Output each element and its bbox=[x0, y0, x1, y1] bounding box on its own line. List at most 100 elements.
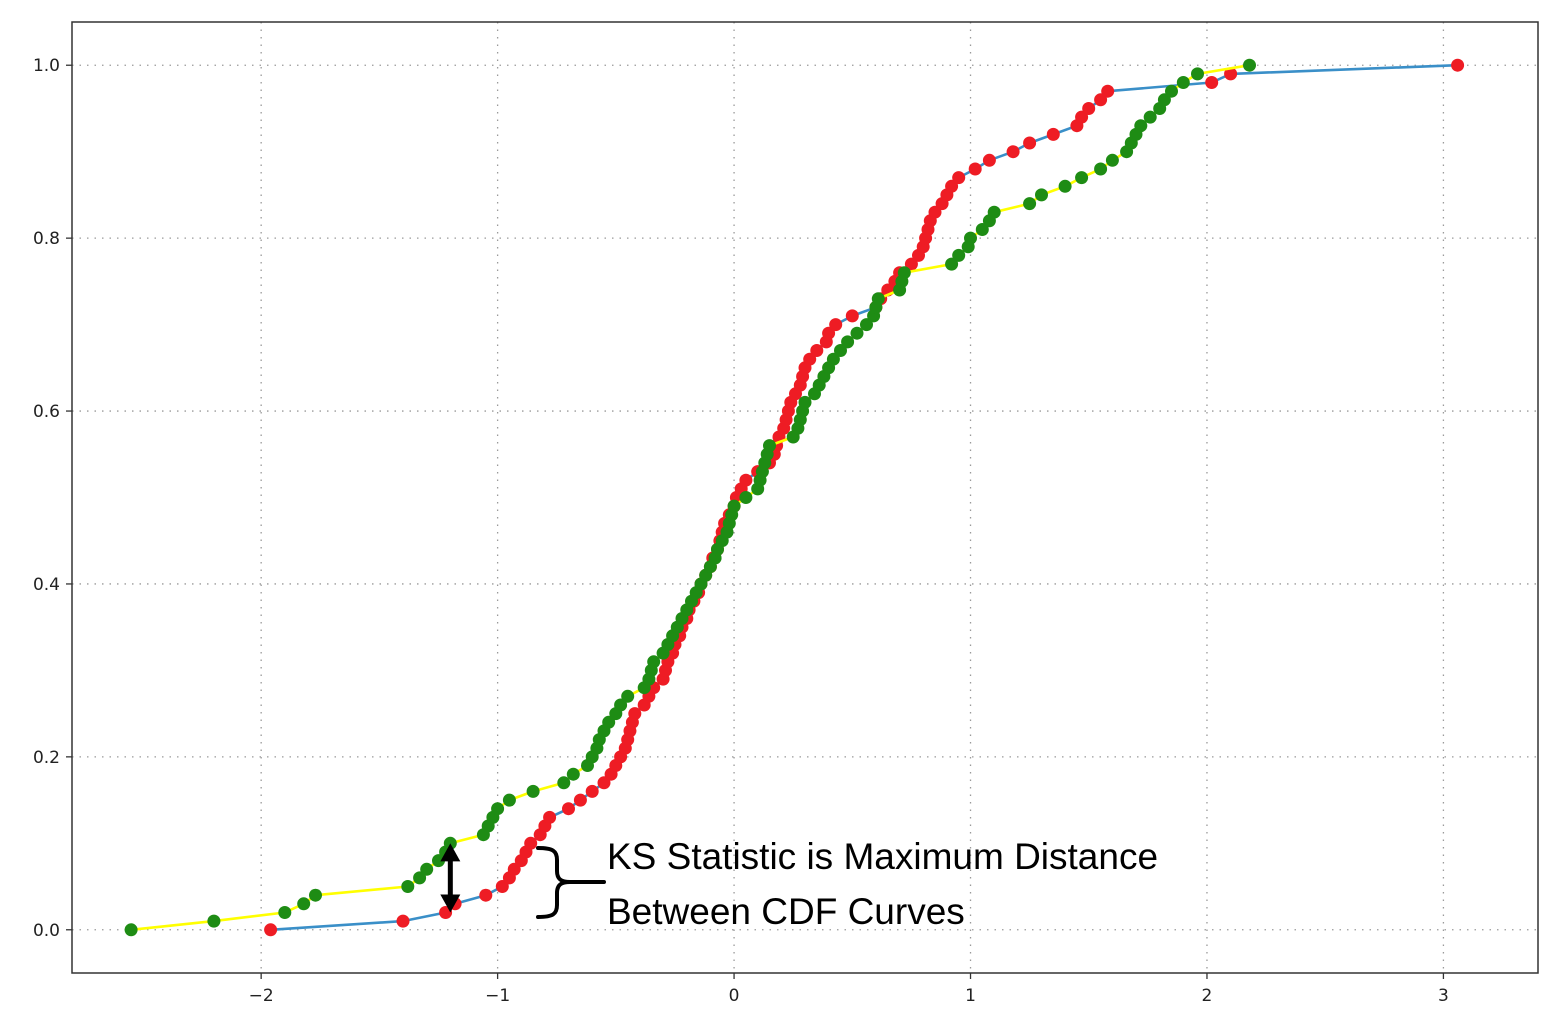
series-2-point bbox=[850, 326, 864, 340]
series-2-point bbox=[826, 352, 840, 366]
series-2-point bbox=[1157, 93, 1171, 107]
series-1-point bbox=[822, 326, 836, 340]
y-tick-label: 0.4 bbox=[33, 575, 60, 595]
series-2-point bbox=[1143, 110, 1157, 124]
series-1-point bbox=[1082, 102, 1096, 115]
series-2-point bbox=[614, 698, 628, 712]
series-1-point bbox=[968, 162, 982, 176]
series-2-point bbox=[897, 266, 911, 280]
x-tick-label: 1 bbox=[965, 986, 976, 1006]
series-2-point bbox=[647, 655, 661, 669]
ks-arrow-head-up bbox=[440, 843, 461, 862]
series-1-point bbox=[507, 862, 521, 876]
series-2-point bbox=[1134, 119, 1148, 133]
series-2-point bbox=[952, 248, 966, 262]
series-1-point bbox=[264, 923, 278, 937]
series-1-point bbox=[904, 257, 918, 271]
series-2-point bbox=[1176, 76, 1190, 89]
x-tick-label: 0 bbox=[729, 986, 740, 1006]
series-2-line bbox=[129, 63, 1251, 932]
series-1-point bbox=[1101, 84, 1115, 98]
series-2-point bbox=[1075, 171, 1089, 185]
series-2-point bbox=[420, 862, 434, 876]
series-1-point bbox=[573, 793, 587, 807]
y-tick-label: 0.8 bbox=[33, 229, 60, 249]
series-2-point bbox=[207, 914, 221, 928]
series-2-point bbox=[297, 897, 311, 911]
series-2-point bbox=[1035, 188, 1048, 202]
x-tick-label: −1 bbox=[485, 986, 510, 1006]
series-2-point bbox=[964, 231, 977, 245]
series-1-point bbox=[479, 888, 493, 902]
series-1-point bbox=[1094, 93, 1108, 107]
x-tick-label: 2 bbox=[1202, 986, 1213, 1006]
series-2-point bbox=[526, 784, 540, 798]
ks-arrow-head-down bbox=[440, 894, 461, 913]
y-tick-label: 1.0 bbox=[33, 56, 60, 76]
series-1-point bbox=[982, 153, 996, 167]
series-2-point bbox=[602, 715, 616, 729]
series-2-point bbox=[566, 767, 580, 781]
series-2-point bbox=[763, 439, 776, 453]
series-2-point bbox=[413, 871, 427, 885]
series-1 bbox=[264, 58, 1465, 937]
plot-area-frame bbox=[71, 21, 1539, 974]
series-1-line bbox=[269, 63, 1459, 932]
series-2 bbox=[124, 58, 1256, 937]
series-1-point bbox=[1451, 58, 1465, 72]
series-2-point bbox=[309, 888, 322, 902]
series-1-point bbox=[829, 318, 843, 332]
series-1-point bbox=[945, 179, 959, 193]
cdf-series bbox=[124, 58, 1465, 937]
series-1-point bbox=[1205, 76, 1219, 89]
series-2-point bbox=[860, 318, 873, 332]
series-1-point bbox=[628, 707, 642, 721]
annotation-brace bbox=[536, 846, 606, 919]
series-1-point bbox=[739, 473, 753, 487]
y-tick-label: 0.0 bbox=[33, 921, 60, 941]
series-1-point bbox=[562, 802, 575, 816]
annotation-text-line2: Between CDF Curves bbox=[607, 891, 965, 932]
series-2-point bbox=[1105, 153, 1119, 167]
ks-annotation: KS Statistic is Maximum Distance Between… bbox=[536, 836, 1158, 932]
series-2-point bbox=[491, 802, 505, 816]
series-2-point bbox=[727, 499, 741, 513]
series-2-point bbox=[502, 793, 516, 807]
series-1-point bbox=[1224, 67, 1238, 81]
series-2-point bbox=[1165, 84, 1178, 98]
series-1-point bbox=[928, 205, 942, 219]
series-1-point bbox=[1006, 145, 1020, 159]
series-1-point bbox=[810, 344, 824, 357]
ks-distance-marker bbox=[440, 843, 461, 913]
series-1-point bbox=[1023, 136, 1037, 150]
series-2-point bbox=[841, 335, 855, 349]
series-2-point bbox=[621, 689, 635, 703]
series-2-point bbox=[432, 854, 445, 868]
series-2-point bbox=[798, 395, 812, 409]
grid-lines bbox=[72, 22, 1538, 973]
series-2-point bbox=[1191, 67, 1204, 81]
series-2-point bbox=[987, 205, 1001, 219]
series-1-point bbox=[597, 776, 611, 790]
series-2-point bbox=[1058, 179, 1072, 193]
series-2-point bbox=[401, 880, 415, 893]
annotation-text-line1: KS Statistic is Maximum Distance bbox=[607, 836, 1158, 877]
series-1-point bbox=[585, 784, 599, 798]
series-1-point bbox=[952, 171, 966, 185]
series-2-point bbox=[871, 292, 885, 306]
series-1-point bbox=[845, 309, 859, 323]
y-axis-ticks: 0.0 0.2 0.4 0.6 0.8 1.0 bbox=[33, 56, 72, 941]
series-1-point bbox=[543, 810, 557, 824]
x-tick-label: −2 bbox=[249, 986, 274, 1006]
series-1-point bbox=[495, 880, 509, 893]
series-2-point bbox=[834, 344, 847, 357]
y-tick-label: 0.2 bbox=[33, 748, 60, 768]
x-tick-label: 3 bbox=[1438, 986, 1449, 1006]
series-2-point bbox=[278, 906, 292, 919]
series-1-point bbox=[1046, 127, 1060, 141]
series-2-point bbox=[1243, 58, 1256, 72]
series-2-point bbox=[975, 223, 989, 236]
series-2-point bbox=[1094, 162, 1108, 176]
x-axis-ticks: −2 −1 0 1 2 3 bbox=[249, 973, 1449, 1006]
series-2-point bbox=[443, 836, 457, 850]
